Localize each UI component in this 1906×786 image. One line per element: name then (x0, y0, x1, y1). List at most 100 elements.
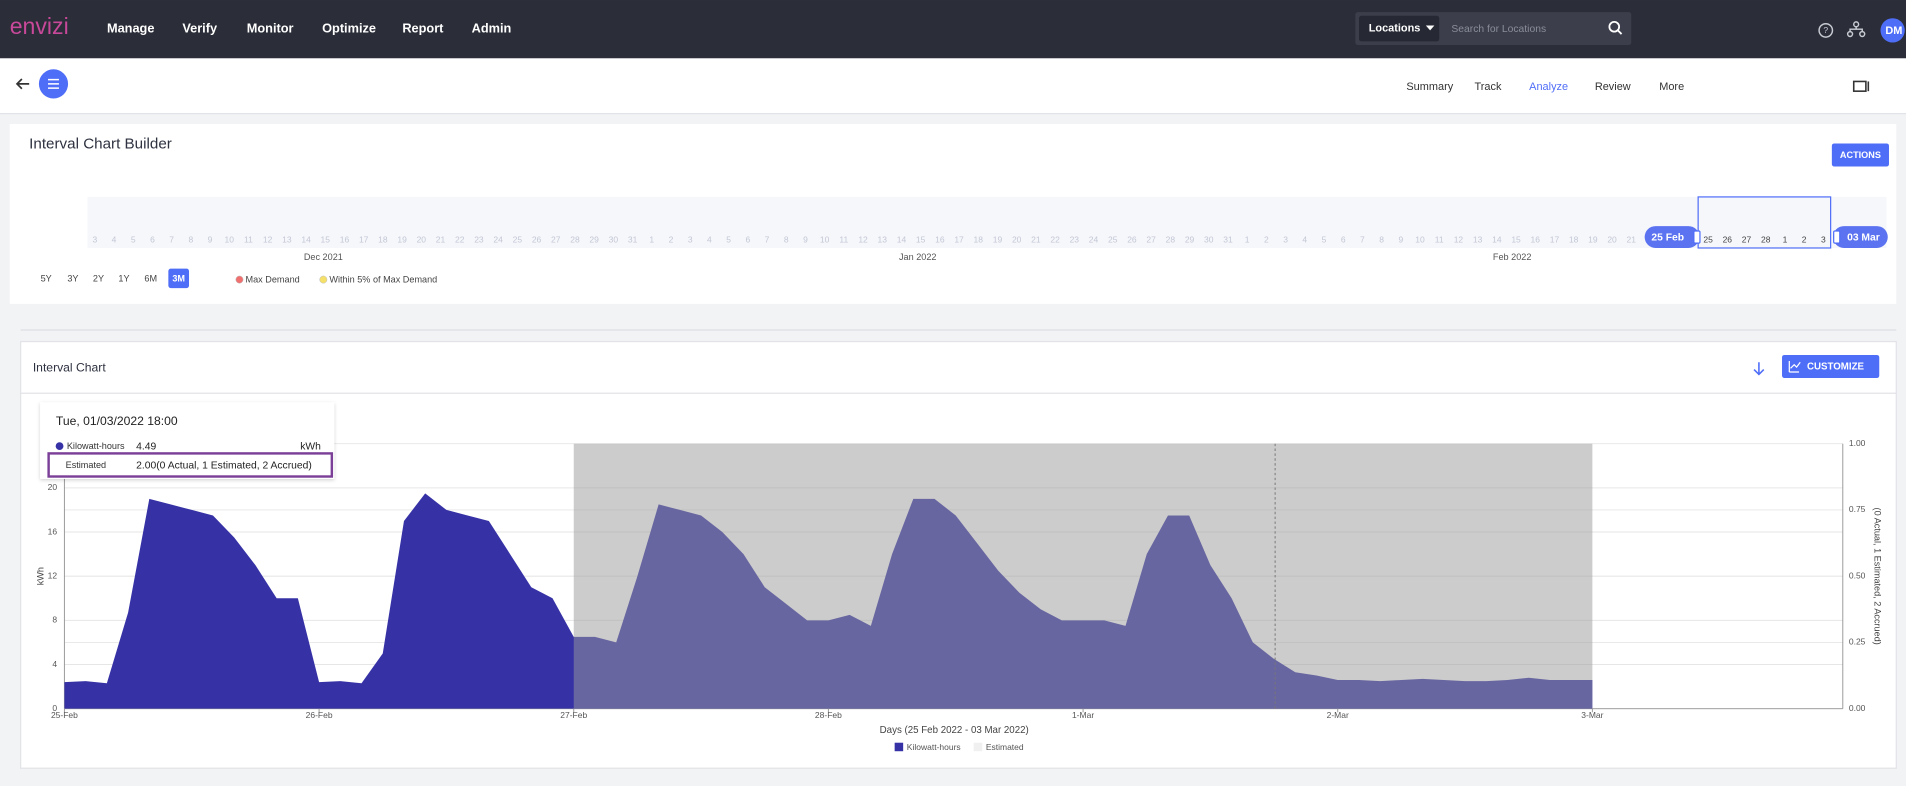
navigator-window[interactable] (1697, 196, 1832, 249)
day-label: 2 (1802, 234, 1807, 244)
end-handle[interactable] (1833, 230, 1841, 244)
day-label: 8 (784, 234, 789, 244)
day-label: 24 (1089, 234, 1099, 244)
day-label: 28 (570, 234, 580, 244)
day-label: 10 (820, 234, 830, 244)
day-label: 10 (225, 234, 235, 244)
day-label: 30 (609, 234, 619, 244)
x-tick-label: 1-Mar (1072, 710, 1094, 720)
logo[interactable]: envizi (10, 13, 69, 39)
range-button[interactable]: 6M (144, 273, 157, 283)
day-label: 22 (455, 234, 465, 244)
help-glyph: ? (1823, 25, 1828, 35)
nav-item[interactable]: Report (402, 21, 444, 36)
y2-axis-label: (0 Actual, 1 Estimated, 2 Accrued) (1872, 508, 1882, 645)
hierarchy-icon[interactable] (1846, 21, 1866, 38)
day-label: 19 (1588, 234, 1598, 244)
tooltip-value: 2.00(0 Actual, 1 Estimated, 2 Accrued) (136, 460, 312, 471)
nav-item[interactable]: Verify (182, 21, 218, 36)
day-label: 29 (1185, 234, 1195, 244)
tab[interactable]: Analyze (1529, 81, 1568, 93)
day-label: 26 (1723, 234, 1733, 244)
y2-tick-label: 0.00 (1849, 703, 1866, 713)
search-input[interactable]: Search for Locations (1451, 24, 1546, 35)
legend-label[interactable]: Estimated (986, 742, 1024, 752)
tooltip-value: 4.49 (136, 441, 156, 452)
day-label: 2 (669, 234, 674, 244)
day-label: 25 (513, 234, 523, 244)
day-label: 7 (1360, 234, 1365, 244)
legend-label: Max Demand (246, 275, 300, 285)
customize-button[interactable] (1782, 354, 1880, 379)
range-button[interactable]: 5Y (41, 273, 52, 283)
tab[interactable]: More (1659, 81, 1684, 93)
tooltip (40, 402, 335, 479)
day-label: 1 (1783, 234, 1788, 244)
month-label: Dec 2021 (304, 252, 343, 262)
legend-label[interactable]: Kilowatt-hours (907, 742, 961, 752)
day-label: 19 (397, 234, 407, 244)
day-label: 16 (1531, 234, 1541, 244)
day-label: 20 (1012, 234, 1022, 244)
day-label: 3 (1283, 234, 1288, 244)
nav-item[interactable]: Admin (472, 21, 512, 36)
presentation-icon[interactable] (1852, 80, 1870, 92)
range-button[interactable]: 3M (172, 273, 185, 283)
day-label: 5 (131, 234, 136, 244)
x-tick-label: 25-Feb (51, 710, 78, 720)
help-icon[interactable] (1818, 22, 1834, 38)
day-label: 27 (551, 234, 561, 244)
day-label: 1 (649, 234, 654, 244)
nav-item[interactable]: Monitor (247, 21, 294, 36)
day-label: 6 (745, 234, 750, 244)
range-button[interactable]: 3Y (67, 273, 78, 283)
day-label: 15 (321, 234, 331, 244)
day-label: 8 (1379, 234, 1384, 244)
day-label: 25 (1108, 234, 1118, 244)
end-pill[interactable] (1833, 226, 1888, 248)
actions-button[interactable] (1831, 143, 1889, 167)
start-pill[interactable] (1644, 226, 1700, 248)
back-button[interactable] (15, 78, 30, 90)
day-label: 15 (1511, 234, 1521, 244)
day-label: 23 (474, 234, 484, 244)
day-label: 16 (340, 234, 350, 244)
start-handle[interactable] (1693, 230, 1701, 244)
day-label: 9 (803, 234, 808, 244)
day-label: 23 (1070, 234, 1080, 244)
legend-swatch (973, 742, 983, 752)
day-label: 20 (1607, 234, 1617, 244)
day-label: 26 (532, 234, 542, 244)
day-label: 28 (1761, 234, 1771, 244)
tab[interactable]: Review (1595, 81, 1631, 93)
range-active (168, 268, 190, 289)
y-tick-label: 4 (52, 659, 57, 669)
location-selector[interactable] (1358, 15, 1440, 42)
day-label: 5 (726, 234, 731, 244)
avatar-initials: DM (1885, 25, 1902, 37)
y2-tick-label: 1.00 (1849, 438, 1866, 448)
tooltip-time: Tue, 01/03/2022 18:00 (56, 414, 178, 428)
day-label: 18 (1569, 234, 1579, 244)
day-label: 5 (1322, 234, 1327, 244)
avatar[interactable] (1880, 18, 1905, 43)
range-button[interactable]: 2Y (93, 273, 104, 283)
legend-label: Within 5% of Max Demand (329, 275, 437, 285)
nav-item[interactable]: Manage (107, 21, 154, 36)
range-button[interactable]: 1Y (118, 273, 129, 283)
day-label: 14 (897, 234, 907, 244)
tab[interactable]: Track (1474, 81, 1501, 93)
search-icon[interactable] (1608, 20, 1623, 35)
tab[interactable]: Summary (1406, 81, 1453, 93)
day-label: 4 (112, 234, 117, 244)
day-label: 11 (1435, 234, 1444, 244)
download-button[interactable] (1753, 362, 1765, 376)
day-label: 18 (974, 234, 984, 244)
day-label: 26 (1127, 234, 1137, 244)
day-label: 27 (1742, 234, 1752, 244)
x-tick-label: 26-Feb (306, 710, 333, 720)
tooltip-swatch (55, 442, 64, 451)
nav-item[interactable]: Optimize (322, 21, 376, 36)
y-tick-label: 0 (52, 703, 57, 713)
